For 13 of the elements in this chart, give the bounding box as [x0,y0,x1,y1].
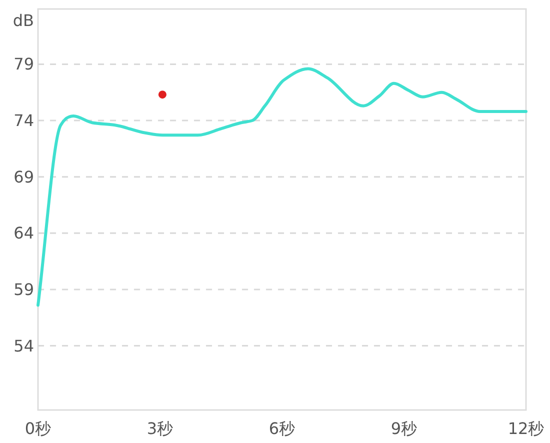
y-tick-label: 64 [14,224,34,243]
line-series [36,67,528,307]
x-tick-label: 3秒 [146,419,174,438]
x-tick-label: 6秒 [268,419,296,438]
x-tick-label: 0秒 [24,419,52,438]
y-tick-label: 74 [14,111,34,130]
y-tick-label: 79 [14,54,34,74]
x-tick-label: 12秒 [508,419,544,438]
y-tick-label: 59 [14,280,34,299]
y-tick-label: 69 [14,167,34,186]
y-axis-title: dB [12,11,34,30]
y-tick-label: 54 [14,336,34,356]
x-tick-label: 9秒 [390,419,418,438]
